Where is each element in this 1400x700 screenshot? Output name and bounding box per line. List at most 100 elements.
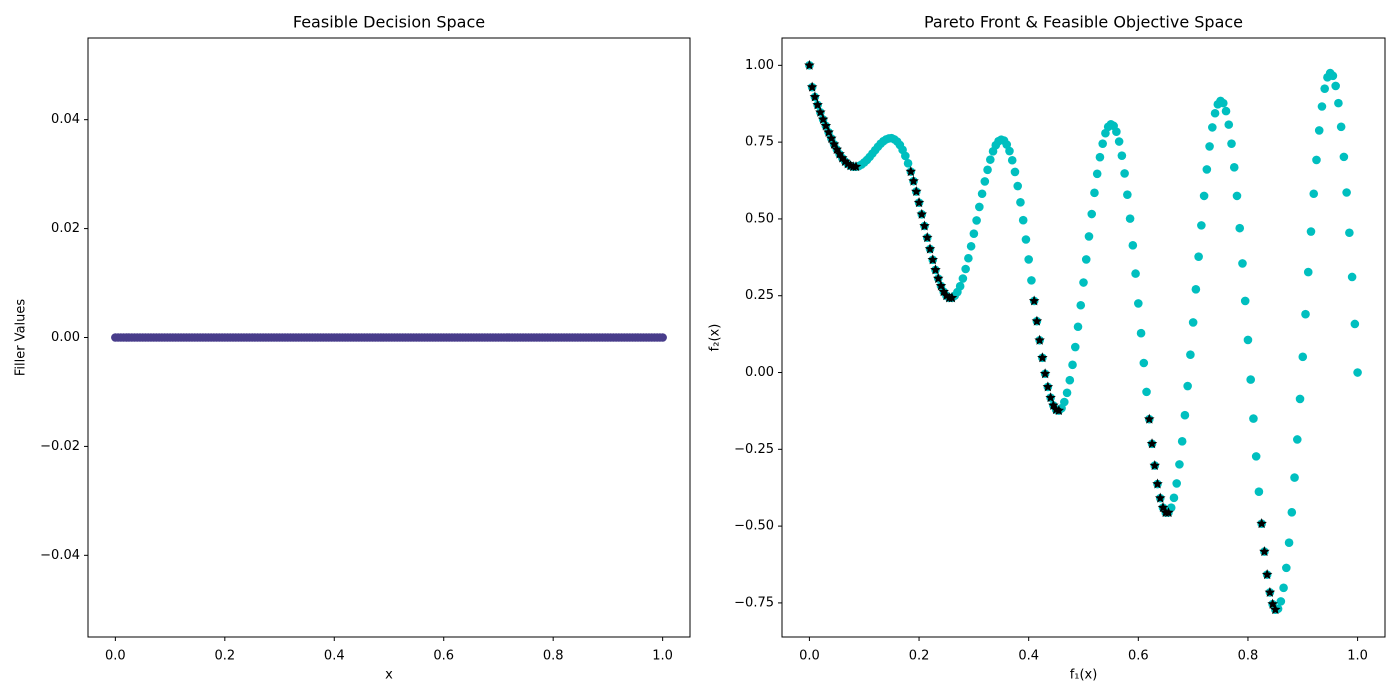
axes-frame	[781, 37, 1386, 638]
data-point	[1081, 255, 1091, 264]
chart-title: Pareto Front & Feasible Objective Space	[924, 13, 1243, 32]
x-axis-label: f₁(x)	[1070, 668, 1098, 683]
plot-area	[111, 333, 667, 342]
pareto-point	[913, 197, 925, 208]
pareto-point	[946, 292, 958, 303]
chart-title: Feasible Decision Space	[293, 13, 485, 32]
data-point	[1320, 84, 1329, 93]
x-tick-label: 0.8	[543, 649, 564, 664]
pareto-point	[1261, 569, 1273, 580]
data-point	[1279, 583, 1288, 593]
pareto-point	[1037, 352, 1048, 363]
data-point	[1218, 98, 1228, 108]
x-tick-label: 1.0	[1347, 649, 1368, 664]
data-point	[1292, 435, 1302, 444]
data-point	[1128, 241, 1138, 250]
y-tick-label: −0.25	[734, 442, 774, 457]
data-point	[1317, 102, 1327, 111]
data-point	[966, 241, 976, 251]
data-point	[1087, 209, 1097, 219]
y-tick-label: −0.75	[734, 595, 774, 610]
data-point	[1328, 71, 1338, 81]
data-point	[969, 229, 979, 238]
data-point	[1232, 191, 1242, 201]
data-point	[1175, 460, 1184, 469]
x-tick-label: 1.0	[652, 649, 673, 664]
data-point	[1125, 214, 1135, 223]
pareto-point	[1270, 604, 1281, 615]
data-point	[1112, 127, 1121, 136]
y-tick-label: 0.02	[51, 221, 80, 236]
x-tick-label: 0.8	[1238, 649, 1259, 664]
x-tick-label: 0.4	[324, 649, 345, 664]
pareto-point	[924, 243, 936, 254]
y-tick-label: −0.50	[734, 519, 774, 534]
data-point	[975, 202, 984, 212]
data-point	[1013, 181, 1023, 191]
pareto-point	[1034, 334, 1045, 345]
pareto-point	[916, 208, 928, 219]
data-point	[658, 333, 667, 342]
data-point	[1101, 128, 1110, 138]
data-point	[1016, 198, 1025, 207]
data-point	[972, 216, 981, 225]
y-tick-label: 0.04	[51, 112, 80, 127]
data-point	[1024, 255, 1033, 264]
data-point	[1254, 487, 1264, 497]
pareto-point	[919, 220, 930, 231]
data-point	[1027, 276, 1036, 285]
data-point	[1018, 215, 1028, 225]
data-point	[1191, 284, 1201, 294]
data-point	[1345, 228, 1354, 238]
data-point	[1172, 479, 1181, 488]
data-point	[1221, 106, 1231, 116]
x-tick-label: 0.2	[214, 649, 235, 664]
data-point	[1183, 381, 1192, 391]
data-point	[1331, 81, 1340, 91]
data-point	[1062, 388, 1072, 398]
axes-frame	[87, 37, 691, 638]
pareto-point	[1146, 438, 1158, 449]
pareto-point	[911, 186, 922, 197]
data-point	[1180, 410, 1190, 420]
pareto-point	[1053, 405, 1065, 416]
data-point	[1169, 493, 1179, 503]
data-point	[1092, 169, 1102, 179]
y-tick-label: −0.04	[40, 548, 80, 563]
data-point	[1306, 227, 1316, 236]
data-point	[1238, 259, 1247, 268]
x-tick-label: 0.2	[909, 649, 930, 664]
x-tick-label: 0.4	[1018, 649, 1039, 664]
x-axis-label: x	[385, 668, 393, 683]
pareto-point	[908, 175, 919, 186]
data-point	[1287, 507, 1297, 517]
data-point	[1073, 322, 1083, 332]
pareto-point	[1155, 492, 1166, 503]
pareto-point	[922, 232, 933, 243]
data-point	[1002, 140, 1012, 149]
data-point	[1347, 272, 1357, 282]
x-tick-label: 0.6	[433, 649, 454, 664]
data-point	[1224, 120, 1234, 129]
data-point	[901, 151, 910, 161]
data-point	[1251, 452, 1261, 461]
data-point	[1060, 397, 1069, 407]
data-point	[1021, 235, 1031, 244]
y-tick-label: 1.00	[745, 58, 774, 73]
data-point	[1098, 139, 1107, 148]
data-point	[1065, 375, 1075, 385]
data-point	[1079, 278, 1088, 287]
data-point	[1194, 252, 1203, 262]
data-point	[1142, 387, 1151, 397]
data-point	[1084, 232, 1094, 241]
data-point	[1312, 155, 1321, 165]
pareto-point	[1028, 295, 1040, 306]
data-point	[1007, 155, 1017, 165]
data-point	[1117, 151, 1127, 160]
data-point	[1199, 191, 1209, 201]
pareto-point	[1163, 507, 1174, 518]
data-point	[1246, 375, 1255, 384]
data-point	[1068, 360, 1077, 370]
data-point	[1295, 394, 1305, 404]
data-point	[1136, 328, 1146, 338]
